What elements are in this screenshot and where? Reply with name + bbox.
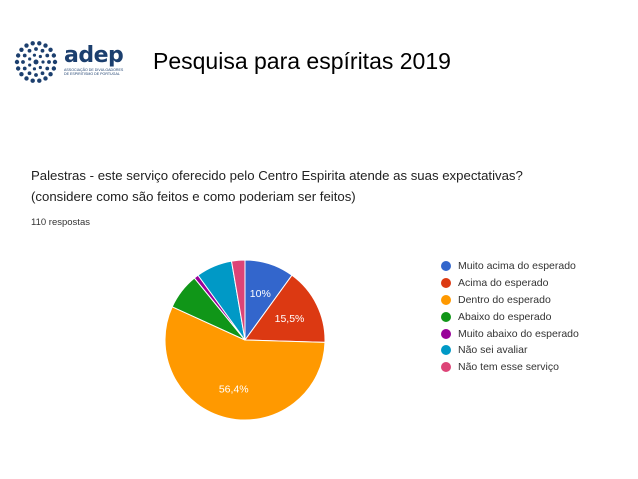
pie-slice-3 xyxy=(164,306,326,421)
pie-slice-2 xyxy=(244,274,326,343)
pie-data-label-2: 15,5% xyxy=(275,313,305,325)
question-text: Palestras - este serviço oferecido pelo … xyxy=(31,165,611,207)
legend-swatch-icon xyxy=(441,328,451,339)
legend-swatch-icon xyxy=(441,345,451,356)
legend-label: Muito acima do esperado xyxy=(458,260,576,273)
legend-item-3: Dentro do esperado xyxy=(441,292,579,309)
slide-title: Pesquisa para espíritas 2019 xyxy=(153,48,451,74)
legend-label: Muito abaixo do esperado xyxy=(458,327,579,340)
chart-legend: Muito acima do esperado Acima do esperado… xyxy=(441,258,579,376)
pie-slice-7 xyxy=(230,259,246,341)
question-line-1: Palestras - este serviço oferecido pelo … xyxy=(31,168,523,183)
legend-swatch-icon xyxy=(441,362,451,373)
legend-swatch-icon xyxy=(441,294,451,305)
legend-label: Não tem esse serviço xyxy=(458,361,559,374)
legend-item-7: Não tem esse serviço xyxy=(441,359,579,376)
legend-item-6: Não sei avaliar xyxy=(441,342,579,359)
logo-subtitle: Associação de Divulgadores de Espiritism… xyxy=(64,68,124,77)
legend-item-2: Acima do esperado xyxy=(441,275,579,292)
logo-wordmark: adep xyxy=(64,43,124,68)
adep-logo: adep Associação de Divulgadores de Espir… xyxy=(14,40,124,84)
legend-label: Não sei avaliar xyxy=(458,344,528,357)
pie-data-label-1: 10% xyxy=(250,288,271,300)
legend-item-5: Muito abaixo do esperado xyxy=(441,325,579,342)
pie-data-label-3: 56,4% xyxy=(219,383,249,395)
question-line-2: (considere como são feitos e como poderi… xyxy=(31,189,356,204)
legend-swatch-icon xyxy=(441,261,451,272)
legend-label: Dentro do esperado xyxy=(458,293,551,306)
legend-swatch-icon xyxy=(441,278,451,289)
legend-item-4: Abaixo do esperado xyxy=(441,308,579,325)
legend-item-1: Muito acima do esperado xyxy=(441,258,579,275)
logo-mark-icon xyxy=(14,41,58,83)
legend-label: Acima do esperado xyxy=(458,277,549,290)
legend-swatch-icon xyxy=(441,311,451,322)
legend-label: Abaixo do esperado xyxy=(458,310,552,323)
response-count: 110 respostas xyxy=(31,217,90,228)
pie-chart: 10% 15,5% 56,4% xyxy=(164,259,326,421)
